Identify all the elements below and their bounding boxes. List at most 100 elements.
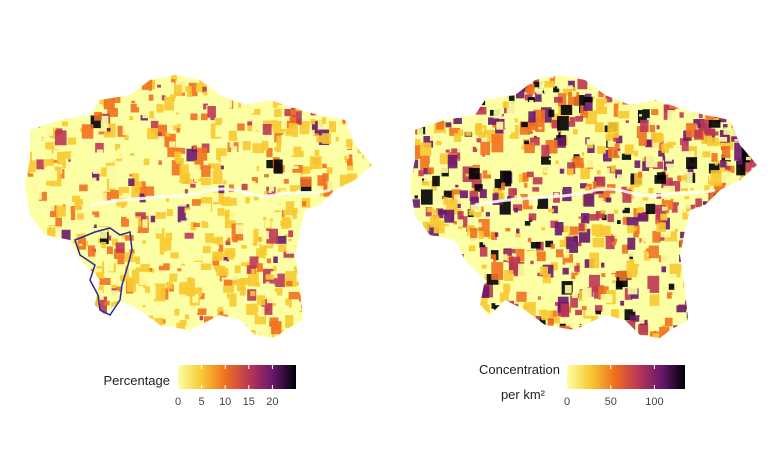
- map-area: [288, 291, 300, 300]
- map-area: [115, 81, 125, 88]
- map-area: [159, 336, 169, 338]
- map-area: [756, 110, 757, 116]
- map-area: [132, 173, 142, 188]
- map-area: [330, 203, 338, 213]
- map-area: [25, 284, 28, 289]
- map-area: [716, 280, 722, 285]
- map-area: [548, 158, 552, 161]
- map-area: [106, 200, 118, 209]
- map-area: [447, 315, 459, 330]
- map-area: [235, 159, 245, 173]
- map-area: [532, 177, 543, 185]
- map-area: [159, 125, 165, 129]
- map-area: [426, 262, 437, 275]
- map-area: [760, 89, 763, 93]
- map-area: [698, 237, 710, 245]
- map-area: [615, 169, 622, 179]
- map-area: [217, 75, 226, 82]
- map-area: [694, 129, 703, 139]
- map-area: [28, 306, 37, 312]
- map-area: [141, 315, 154, 334]
- map-area: [377, 241, 381, 245]
- map-area: [584, 259, 594, 268]
- map-area: [457, 224, 463, 230]
- map-area: [200, 203, 212, 216]
- map-area: [219, 84, 226, 95]
- map-area: [336, 212, 347, 224]
- map-area: [170, 183, 179, 195]
- map-area: [113, 248, 125, 259]
- map-area: [623, 256, 630, 261]
- map-area: [462, 97, 471, 105]
- map-area: [272, 99, 282, 108]
- map-area: [265, 274, 274, 280]
- map-area: [433, 220, 445, 234]
- map-area: [747, 125, 757, 134]
- map-area: [212, 192, 219, 203]
- map-area: [745, 192, 752, 203]
- map-area: [502, 315, 511, 325]
- map-area: [621, 96, 626, 100]
- map-area: [634, 160, 641, 168]
- map-area: [644, 188, 648, 192]
- map-area: [266, 147, 273, 158]
- map-area: [317, 175, 326, 186]
- map-area: [266, 228, 279, 244]
- map-area: [136, 89, 149, 108]
- map-area: [449, 234, 455, 239]
- map-area: [67, 137, 77, 145]
- map-area: [284, 108, 291, 117]
- map-area: [86, 339, 90, 344]
- map-area: [410, 165, 414, 173]
- colorbar-tick-label: 0: [564, 396, 570, 408]
- map-area: [124, 75, 135, 81]
- map-area: [357, 135, 369, 154]
- map-area: [696, 178, 701, 183]
- map-area: [309, 244, 318, 257]
- map-area: [723, 320, 734, 331]
- map-area: [97, 290, 103, 296]
- map-area: [288, 334, 296, 338]
- map-area: [197, 147, 208, 161]
- map-area: [460, 320, 472, 337]
- map-area: [456, 269, 466, 282]
- map-area: [641, 93, 646, 100]
- map-area: [689, 247, 701, 262]
- map-area: [691, 80, 701, 90]
- map-area: [339, 247, 343, 250]
- map-area: [175, 331, 181, 338]
- map-area: [25, 87, 35, 103]
- map-area: [584, 341, 589, 348]
- map-area: [575, 275, 584, 284]
- map-area: [329, 260, 337, 266]
- map-area: [120, 324, 126, 331]
- map-area: [346, 139, 353, 148]
- map-area: [58, 103, 71, 121]
- map-area: [205, 325, 216, 338]
- map-area: [553, 96, 563, 103]
- map-area: [149, 111, 154, 119]
- map-area: [690, 258, 697, 266]
- map-area: [686, 211, 691, 215]
- map-area: [33, 299, 45, 312]
- map-area: [379, 171, 390, 180]
- map-area: [36, 143, 48, 160]
- map-area: [88, 214, 95, 219]
- map-area: [261, 334, 272, 338]
- map-area: [432, 246, 444, 259]
- map-area: [735, 124, 747, 135]
- map-area: [692, 262, 701, 272]
- map-area: [542, 264, 554, 278]
- map-area: [624, 144, 634, 155]
- map-area: [545, 240, 553, 248]
- map-area: [56, 128, 63, 135]
- map-area: [27, 173, 34, 177]
- map-area: [758, 339, 768, 352]
- map-area: [706, 258, 715, 270]
- map-area: [375, 255, 386, 268]
- map-area: [499, 292, 509, 303]
- map-area: [71, 255, 77, 263]
- map-area: [472, 146, 478, 152]
- map-area: [752, 319, 757, 331]
- map-area: [372, 185, 378, 190]
